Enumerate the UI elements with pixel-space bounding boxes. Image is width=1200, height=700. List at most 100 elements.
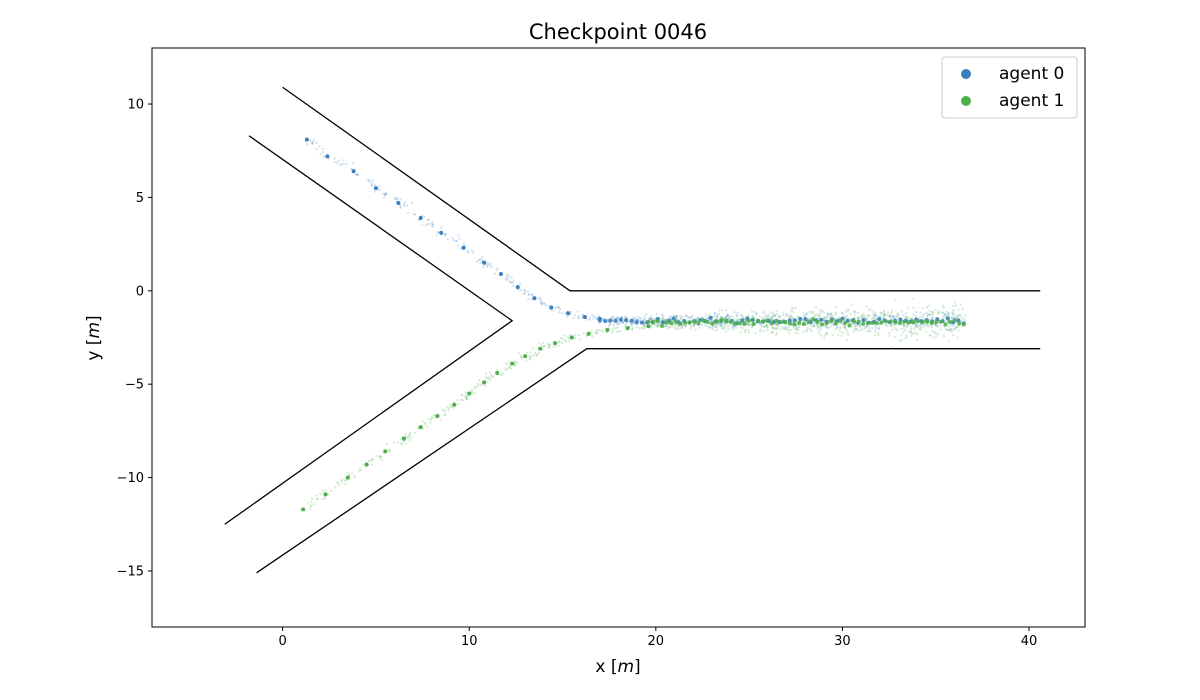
trajectory-sample-point bbox=[787, 332, 791, 335]
trajectory-sample-point bbox=[763, 325, 767, 329]
trajectory-sample-point bbox=[650, 326, 653, 329]
trajectory-sample-point bbox=[488, 377, 491, 380]
trajectory-sample-point bbox=[608, 323, 612, 326]
trajectory-sample-point bbox=[853, 327, 856, 331]
trajectory-sample-point bbox=[560, 341, 564, 344]
trajectory-sample-point bbox=[915, 314, 918, 318]
trajectory-sample-point bbox=[648, 317, 651, 321]
trajectory-sample-point bbox=[689, 324, 692, 327]
trajectory-sample-point bbox=[735, 313, 739, 317]
trajectory-sample-point bbox=[936, 311, 939, 315]
trajectory-sample-point bbox=[400, 443, 404, 446]
trajectory-sample-point bbox=[648, 317, 652, 320]
trajectory-sample-point bbox=[309, 139, 312, 142]
trajectory-sample-point bbox=[809, 323, 813, 327]
trajectory-sample-point bbox=[890, 309, 894, 312]
trajectory-sample-point bbox=[576, 310, 579, 313]
trajectory-sample-point bbox=[718, 324, 722, 328]
trajectory-sample-point bbox=[531, 354, 534, 357]
trajectory-sample-point bbox=[659, 319, 663, 322]
trajectory-sample-point bbox=[823, 317, 826, 321]
trajectory-sample-point bbox=[615, 326, 618, 330]
trajectory-sample-point bbox=[535, 353, 539, 357]
trajectory-sample-point bbox=[784, 323, 788, 327]
trajectory-sample-point bbox=[918, 326, 921, 329]
trajectory-sample-point bbox=[596, 328, 599, 331]
trajectory-sample-point bbox=[434, 416, 437, 419]
trajectory-sample-point bbox=[771, 325, 774, 329]
trajectory-sample-point bbox=[926, 324, 929, 328]
trajectory-sample-point bbox=[342, 162, 345, 166]
trajectory-sample-point bbox=[384, 192, 387, 195]
trajectory-sample-point bbox=[508, 280, 511, 283]
trajectory-sample-point bbox=[541, 348, 544, 351]
trajectory-sample-point bbox=[476, 382, 480, 385]
trajectory-sample-point bbox=[716, 314, 719, 317]
trajectory-sample-point bbox=[893, 335, 896, 339]
trajectory-point bbox=[765, 318, 770, 323]
trajectory-sample-point bbox=[382, 192, 385, 196]
trajectory-sample-point bbox=[396, 197, 399, 200]
trajectory-sample-point bbox=[853, 310, 856, 313]
trajectory-sample-point bbox=[720, 326, 724, 330]
trajectory-point bbox=[906, 320, 911, 325]
trajectory-sample-point bbox=[685, 315, 688, 318]
trajectory-sample-point bbox=[427, 417, 430, 421]
trajectory-sample-point bbox=[883, 312, 886, 316]
trajectory-sample-point bbox=[609, 322, 612, 325]
trajectory-sample-point bbox=[892, 314, 896, 318]
trajectory-sample-point bbox=[777, 315, 780, 318]
trajectory-sample-point bbox=[371, 179, 374, 182]
trajectory-sample-point bbox=[759, 323, 762, 326]
trajectory-sample-point bbox=[949, 328, 952, 331]
trajectory-sample-point bbox=[957, 325, 960, 328]
trajectory-sample-point bbox=[817, 330, 821, 333]
trajectory-sample-point bbox=[345, 163, 348, 166]
trajectory-sample-point bbox=[826, 312, 829, 315]
trajectory-sample-point bbox=[865, 324, 869, 327]
trajectory-sample-point bbox=[806, 312, 809, 315]
trajectory-sample-point bbox=[370, 184, 373, 187]
trajectory-point bbox=[498, 271, 503, 276]
trajectory-sample-point bbox=[931, 330, 934, 333]
trajectory-sample-point bbox=[717, 313, 720, 316]
trajectory-sample-point bbox=[890, 311, 893, 315]
trajectory-sample-point bbox=[519, 288, 522, 292]
trajectory-sample-point bbox=[510, 276, 513, 280]
trajectory-sample-point bbox=[467, 251, 470, 254]
trajectory-sample-point bbox=[714, 325, 718, 329]
trajectory-sample-point bbox=[894, 328, 897, 331]
trajectory-sample-point bbox=[611, 316, 615, 320]
trajectory-sample-point bbox=[669, 315, 673, 318]
trajectory-sample-point bbox=[635, 318, 639, 321]
trajectory-sample-point bbox=[531, 347, 534, 350]
trajectory-sample-point bbox=[513, 360, 516, 363]
trajectory-sample-point bbox=[684, 323, 687, 327]
trajectory-sample-point bbox=[842, 315, 846, 318]
trajectory-sample-point bbox=[432, 414, 436, 417]
trajectory-sample-point bbox=[616, 317, 619, 320]
trajectory-sample-point bbox=[478, 258, 482, 261]
trajectory-sample-point bbox=[727, 327, 730, 331]
trajectory-sample-point bbox=[812, 312, 816, 316]
trajectory-sample-point bbox=[797, 328, 800, 331]
trajectory-sample-point bbox=[824, 324, 827, 328]
trajectory-sample-point bbox=[910, 331, 913, 334]
trajectory-sample-point bbox=[783, 327, 786, 330]
trajectory-sample-point bbox=[939, 324, 942, 328]
trajectory-sample-point bbox=[528, 293, 531, 297]
trajectory-sample-point bbox=[882, 314, 886, 317]
trajectory-sample-point bbox=[821, 309, 824, 312]
trajectory-sample-point bbox=[673, 323, 677, 326]
trajectory-sample-point bbox=[319, 153, 322, 156]
trajectory-point bbox=[774, 318, 779, 323]
trajectory-sample-point bbox=[716, 328, 719, 331]
trajectory-sample-point bbox=[593, 315, 596, 318]
trajectory-sample-point bbox=[892, 323, 895, 327]
trajectory-sample-point bbox=[952, 327, 956, 330]
trajectory-sample-point bbox=[925, 317, 929, 321]
trajectory-sample-point bbox=[836, 326, 839, 330]
trajectory-sample-point bbox=[770, 317, 774, 321]
trajectory-point bbox=[586, 331, 591, 336]
trajectory-sample-point bbox=[895, 314, 899, 318]
